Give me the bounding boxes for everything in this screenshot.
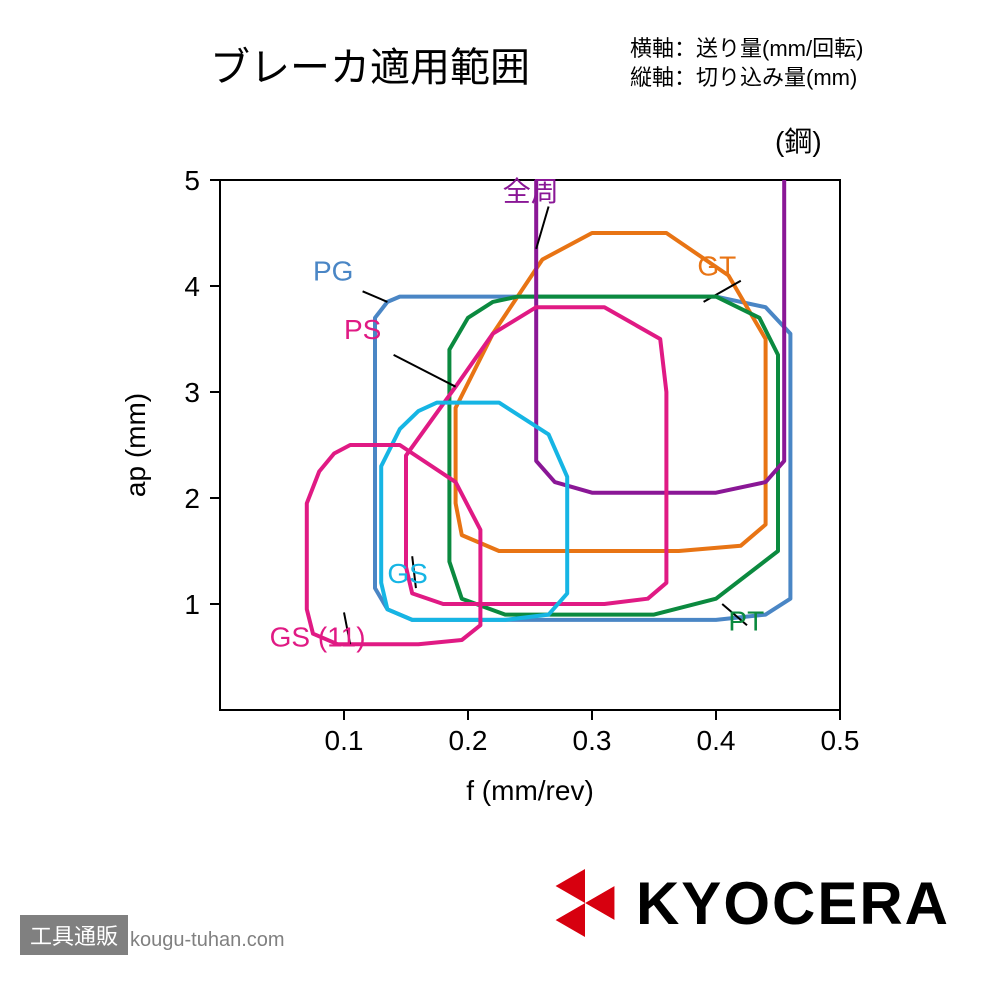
series-zenshuu bbox=[536, 180, 784, 493]
svg-text:1: 1 bbox=[184, 589, 200, 620]
svg-text:0.3: 0.3 bbox=[573, 725, 612, 756]
site-badge: 工具通販 bbox=[20, 915, 128, 955]
svg-text:ap (mm): ap (mm) bbox=[120, 393, 151, 497]
svg-text:4: 4 bbox=[184, 271, 200, 302]
svg-text:3: 3 bbox=[184, 377, 200, 408]
svg-text:5: 5 bbox=[184, 165, 200, 196]
brand-logo-icon bbox=[548, 866, 622, 940]
series-label-PT: PT bbox=[728, 606, 764, 637]
series-PT bbox=[449, 297, 778, 615]
svg-text:2: 2 bbox=[184, 483, 200, 514]
series-PG bbox=[375, 297, 790, 620]
series-label-zenshuu: 全周 bbox=[503, 176, 559, 207]
chart: 0.1 0.2 0.3 0.4 0.5 1 2 3 4 5 f (mm/rev) ap (mm) PG G… bbox=[100, 150, 880, 810]
svg-text:0.4: 0.4 bbox=[697, 725, 736, 756]
series-label-GS: GS bbox=[387, 558, 427, 589]
axis-note-x: 横軸：送り量(mm/回転) bbox=[630, 35, 863, 64]
axis-note-y: 縦軸：切り込み量(mm) bbox=[630, 64, 863, 93]
axis-note: 横軸：送り量(mm/回転) 縦軸：切り込み量(mm) bbox=[630, 35, 863, 92]
series-label-GS11: GS (11) bbox=[270, 621, 366, 652]
site-url: kougu-tuhan.com bbox=[130, 929, 285, 952]
svg-text:f (mm/rev): f (mm/rev) bbox=[466, 775, 594, 806]
series-label-GT: GT bbox=[697, 250, 736, 281]
chart-title: ブレーカ適用範囲 bbox=[210, 35, 530, 93]
brand: KYOCERA bbox=[548, 866, 950, 940]
brand-name: KYOCERA bbox=[636, 869, 950, 938]
svg-text:0.5: 0.5 bbox=[821, 725, 860, 756]
series-label-PS: PS bbox=[344, 314, 381, 345]
svg-text:0.1: 0.1 bbox=[325, 725, 364, 756]
series-label-PG: PG bbox=[313, 256, 353, 287]
svg-text:0.2: 0.2 bbox=[449, 725, 488, 756]
